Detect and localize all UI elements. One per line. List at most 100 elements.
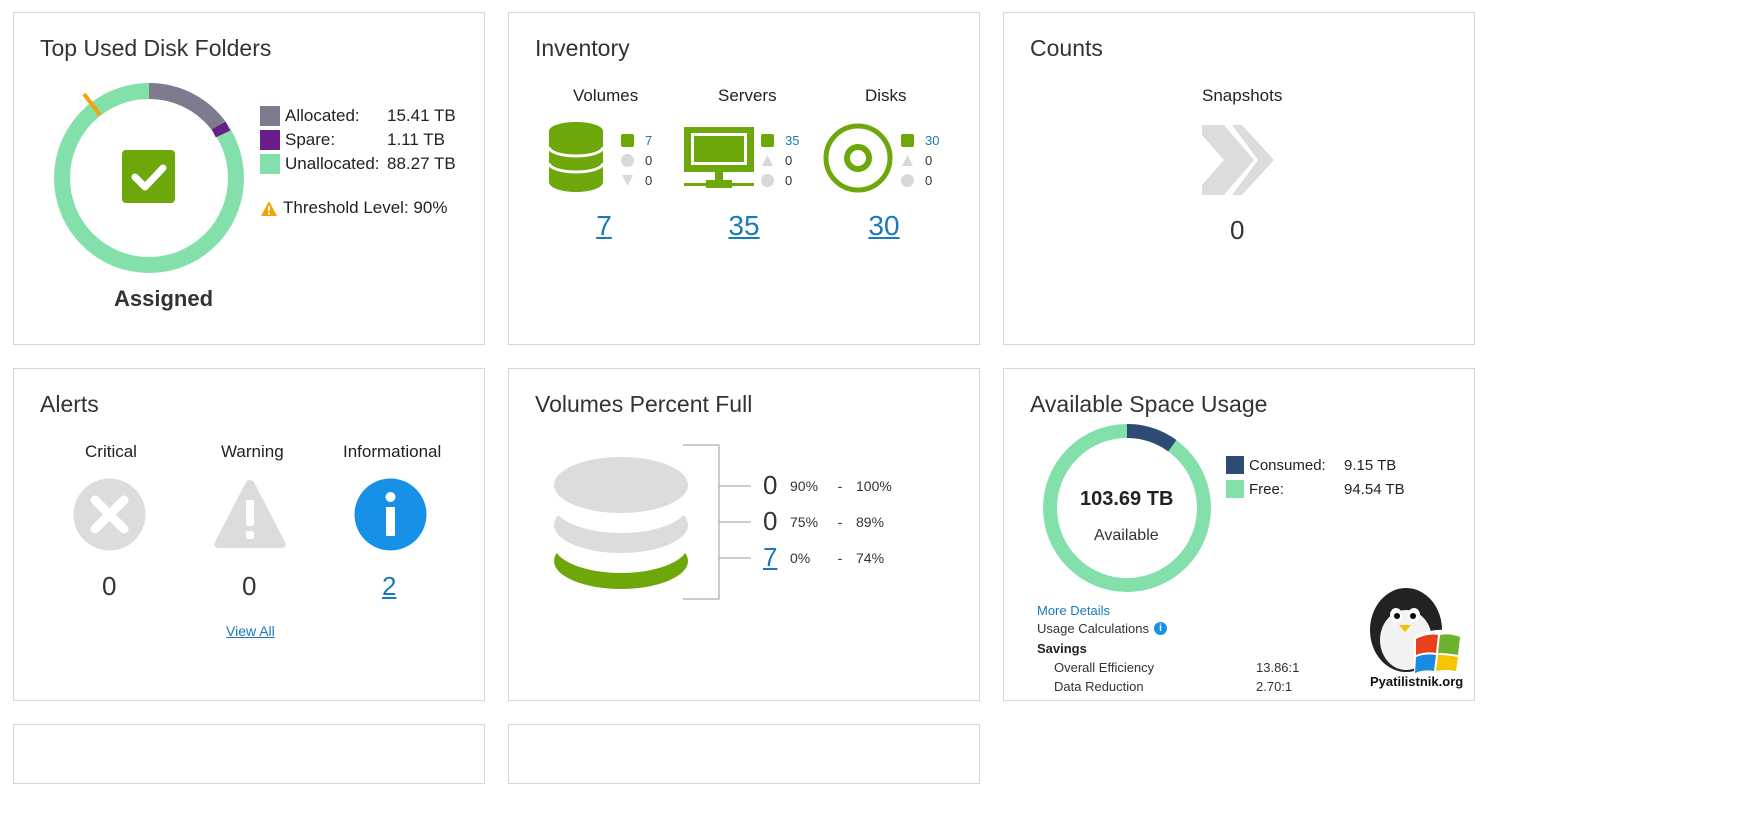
error-icon xyxy=(621,154,634,167)
warning-icon xyxy=(902,155,913,166)
range-count: 0 xyxy=(763,470,778,500)
disks-warning-count: 0 xyxy=(925,153,933,168)
range-sep: - xyxy=(837,477,843,494)
donut-center-label: Assigned xyxy=(114,286,214,311)
inventory-disks-label: Disks xyxy=(865,86,907,105)
allocated-swatch xyxy=(260,106,280,126)
allocation-donut[interactable] xyxy=(52,81,246,275)
informational-count-link[interactable]: 2 xyxy=(382,571,397,601)
disks-warning-row: 0 xyxy=(901,153,932,168)
snapshots-count: 0 xyxy=(1230,215,1245,245)
inventory-volumes-label: Volumes xyxy=(573,86,639,105)
servers-warning-count: 0 xyxy=(785,153,793,168)
servers-ok-count[interactable]: 35 xyxy=(785,133,800,148)
overall-efficiency-value: 13.86:1 xyxy=(1256,660,1300,675)
disks-ok-count[interactable]: 30 xyxy=(925,133,940,148)
data-reduction-value: 2.70:1 xyxy=(1256,679,1293,694)
monitor-icon xyxy=(684,127,754,188)
range-bracket xyxy=(683,444,751,600)
legend-allocated: Allocated: 15.41 TB xyxy=(260,106,456,126)
legend-value: 88.27 TB xyxy=(387,154,456,173)
usage-calculations-label: Usage Calculations xyxy=(1037,621,1150,636)
range-count: 0 xyxy=(763,506,778,536)
volumes-total-link[interactable]: 7 xyxy=(596,210,612,241)
check-icon xyxy=(621,134,634,147)
error-icon xyxy=(73,478,146,551)
range-to: 89% xyxy=(856,513,885,530)
legend-label: Free: xyxy=(1249,480,1285,498)
range-from: 75% xyxy=(790,513,819,530)
free-swatch xyxy=(1226,480,1244,498)
watermark-text: Pyatilistnik.org xyxy=(1370,674,1464,689)
legend-spare: Spare: 1.11 TB xyxy=(260,130,445,150)
volumes-error-row: 0 xyxy=(621,153,652,168)
volumes-warning-count: 0 xyxy=(645,173,653,188)
servers-total-link[interactable]: 35 xyxy=(728,210,760,241)
counts-panel: Counts Snapshots 0 xyxy=(1003,12,1475,345)
error-icon xyxy=(761,174,774,187)
alert-informational-label: Informational xyxy=(343,442,442,461)
bottom-panel-middle xyxy=(508,724,980,784)
disks-error-count: 0 xyxy=(925,173,933,188)
volumes-ok-count[interactable]: 7 xyxy=(645,133,653,148)
panel-title: Alerts xyxy=(40,391,99,417)
legend-value: 94.54 TB xyxy=(1344,480,1405,498)
legend-free: Free: 94.54 TB xyxy=(1226,480,1405,498)
warning-icon xyxy=(214,480,286,548)
threshold-level: Threshold Level: 90% xyxy=(260,198,447,218)
shield-warning-icon xyxy=(622,175,633,186)
warning-count: 0 xyxy=(242,571,257,601)
more-details-link[interactable]: More Details xyxy=(1037,603,1110,618)
volumes-percent-full-panel: Volumes Percent Full 0 90% - 100% 0 75% … xyxy=(508,368,980,701)
disks-total-link[interactable]: 30 xyxy=(868,210,900,241)
fast-forward-icon xyxy=(1202,125,1274,195)
unallocated-swatch xyxy=(260,154,280,174)
legend-label: Consumed: xyxy=(1249,456,1326,474)
panel-title: Available Space Usage xyxy=(1030,391,1268,417)
legend-label: Allocated: xyxy=(285,106,360,125)
view-all-link[interactable]: View All xyxy=(226,623,275,639)
alerts-panel: Alerts Critical 0 Warning 0 Informationa… xyxy=(13,368,485,701)
legend-consumed: Consumed: 9.15 TB xyxy=(1226,456,1396,474)
legend-value: 15.41 TB xyxy=(387,106,456,125)
range-row-high: 0 90% - 100% xyxy=(763,470,892,501)
database-icon xyxy=(547,122,605,192)
usage-calculations: Usage Calculations i xyxy=(1037,621,1168,636)
error-icon xyxy=(901,174,914,187)
range-from: 90% xyxy=(790,477,819,494)
inventory-panel: Inventory Volumes 7 0 0 7 Servers 35 0 xyxy=(508,12,980,345)
spare-swatch xyxy=(260,130,280,150)
disks-ok-row: 30 xyxy=(901,133,939,148)
servers-error-count: 0 xyxy=(785,173,793,188)
bottom-panel-left xyxy=(13,724,485,784)
savings-heading: Savings xyxy=(1037,641,1087,656)
legend-value: 1.11 TB xyxy=(387,130,445,149)
range-count-link[interactable]: 7 xyxy=(763,542,778,572)
range-to: 74% xyxy=(856,549,885,566)
panel-title: Inventory xyxy=(535,35,630,61)
available-value: 103.69 TB xyxy=(1080,488,1174,510)
legend-label: Unallocated: xyxy=(285,154,380,173)
check-icon xyxy=(901,134,914,147)
volumes-error-count: 0 xyxy=(645,153,653,168)
info-icon[interactable]: i xyxy=(1154,622,1168,635)
panel-title: Top Used Disk Folders xyxy=(40,35,272,61)
snapshots-label: Snapshots xyxy=(1202,86,1283,105)
available-space-donut[interactable] xyxy=(1041,422,1213,594)
range-row-mid: 0 75% - 89% xyxy=(763,506,884,537)
top-used-disk-folders-panel: Top Used Disk Folders Assigned Allocated… xyxy=(13,12,485,345)
data-reduction-label: Data Reduction xyxy=(1054,679,1144,694)
penguin-logo-icon xyxy=(1370,588,1462,673)
alert-critical-label: Critical xyxy=(85,442,137,461)
stacked-volume-icon xyxy=(554,457,688,589)
range-from: 0% xyxy=(790,549,811,566)
volumes-ok-row: 7 xyxy=(621,133,652,148)
available-label: Available xyxy=(1094,527,1159,544)
range-sep: - xyxy=(837,513,843,530)
warning-icon xyxy=(762,155,773,166)
servers-warning-row: 0 xyxy=(761,153,792,168)
legend-label: Spare: xyxy=(285,130,336,149)
alert-warning-label: Warning xyxy=(221,442,284,461)
range-sep: - xyxy=(837,549,843,566)
legend-unallocated: Unallocated: 88.27 TB xyxy=(260,154,456,174)
